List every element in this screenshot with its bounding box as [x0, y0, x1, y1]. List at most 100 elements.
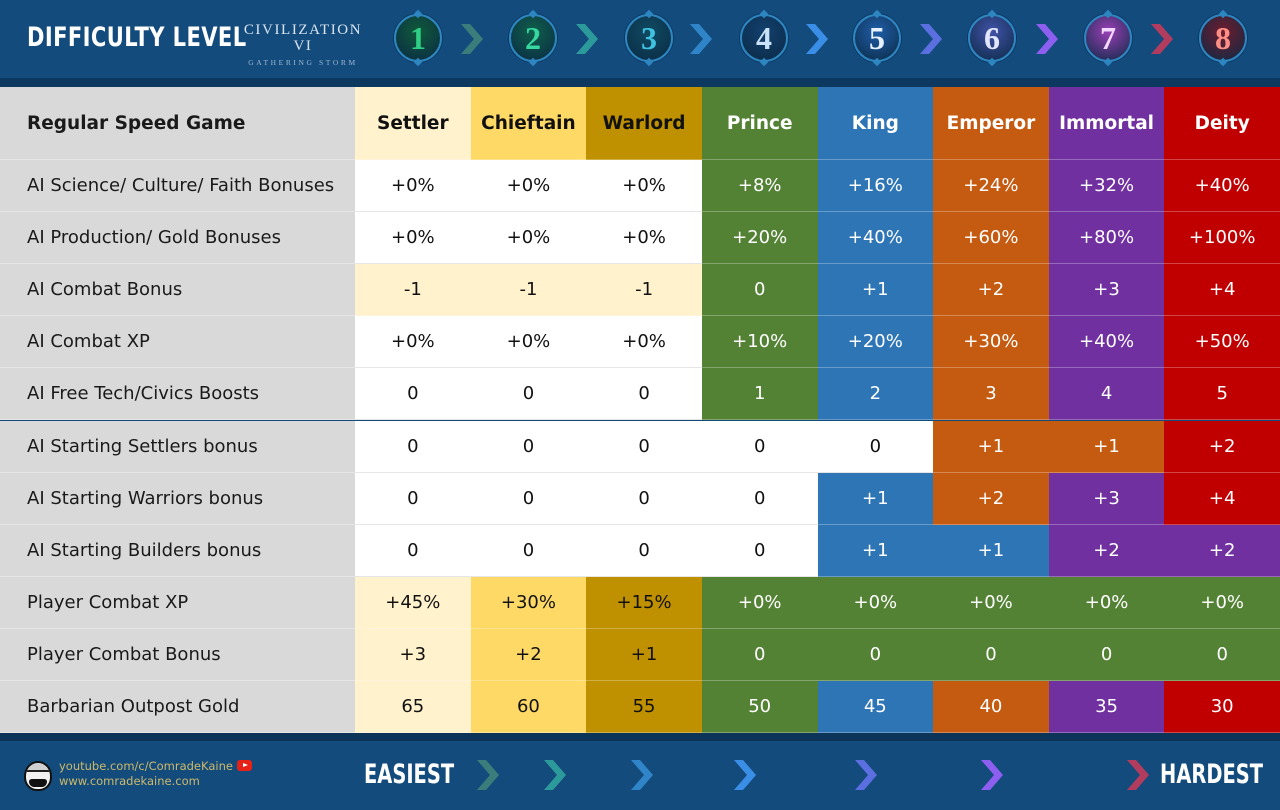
table-cell-settler: 65 — [355, 681, 471, 734]
table-cell-settler: +0% — [355, 316, 471, 369]
header-divider — [0, 78, 1280, 87]
table-cell-settler: 0 — [355, 472, 471, 525]
chevron-right-icon — [920, 24, 942, 54]
table-row: Player Combat XP +45% +30% +15% +0% +0% +0% +0%… — [0, 576, 1280, 629]
table-cell-king: 2 — [817, 368, 934, 421]
table-cell-king: +16% — [817, 160, 934, 213]
table-cell-warlord: 0 — [586, 524, 702, 577]
table-cell-settler: -1 — [355, 264, 471, 317]
table-cell-chieftain: 60 — [470, 681, 587, 734]
chevron-right-icon — [806, 24, 828, 54]
table-cell-emperor: +0% — [933, 576, 1049, 629]
table-cell-emperor: +24% — [933, 160, 1049, 213]
table-cell-chieftain: 0 — [470, 420, 587, 473]
difficulty-table: Regular Speed Game Settler Chieftain Warlo… — [0, 87, 1280, 734]
table-cell-emperor: +1 — [933, 524, 1049, 577]
row-label: AI Starting Builders bonus — [0, 524, 355, 577]
table-cell-settler: 0 — [355, 524, 471, 577]
table-cell-chieftain: -1 — [470, 264, 587, 317]
table-cell-warlord: -1 — [586, 264, 702, 317]
table-cell-king: +1 — [817, 524, 934, 577]
table-cell-prince: +0% — [701, 576, 818, 629]
table-cell-deity: 0 — [1164, 628, 1280, 681]
table-cell-warlord: +0% — [586, 316, 702, 369]
table-row: AI Free Tech/Civics Boosts 0 0 0 1 2 3 4 5 — [0, 368, 1280, 421]
table-cell-emperor: +60% — [933, 212, 1049, 265]
footer-links: youtube.com/c/ComradeKaine www.comradeka… — [59, 759, 252, 789]
table-cell-prince: 0 — [701, 420, 818, 473]
footer-divider — [0, 733, 1280, 741]
table-cell-settler: +0% — [355, 160, 471, 213]
row-label: Player Combat Bonus — [0, 628, 355, 681]
level-1-badge-icon: 1 — [394, 14, 442, 62]
table-cell-king: 0 — [817, 628, 934, 681]
column-header-settler: Settler — [355, 87, 471, 160]
table-cell-chieftain: 0 — [470, 524, 587, 577]
level-7-badge-icon: 7 — [1084, 14, 1132, 62]
table-cell-immortal: 4 — [1048, 368, 1165, 421]
table-cell-prince: +20% — [701, 212, 818, 265]
logo-main-text: CIVILIZATION VI — [243, 22, 363, 54]
column-header-chieftain: Chieftain — [470, 87, 587, 160]
logo-sub-text: GATHERING STORM — [248, 58, 358, 67]
table-cell-prince: 50 — [701, 681, 818, 734]
table-cell-deity: +50% — [1164, 316, 1280, 369]
table-cell-king: +20% — [817, 316, 934, 369]
table-cell-settler: +0% — [355, 212, 471, 265]
column-header-king: King — [817, 87, 934, 160]
table-cell-settler: 0 — [355, 368, 471, 421]
table-cell-immortal: +0% — [1048, 576, 1165, 629]
table-cell-prince: 0 — [701, 628, 818, 681]
table-header-row: Regular Speed Game Settler Chieftain Warlo… — [0, 87, 1280, 160]
table-cell-chieftain: 0 — [470, 368, 587, 421]
table-cell-deity: +100% — [1164, 212, 1280, 265]
table-cell-immortal: +1 — [1048, 420, 1165, 473]
level-3-badge-icon: 3 — [625, 14, 673, 62]
table-cell-deity: +0% — [1164, 576, 1280, 629]
table-cell-settler: +45% — [355, 576, 471, 629]
table-row: AI Production/ Gold Bonuses +0% +0% +0% +20%… — [0, 212, 1280, 265]
table-cell-prince: 0 — [701, 264, 818, 317]
table-cell-emperor: 0 — [933, 628, 1049, 681]
table-cell-settler: 0 — [355, 420, 471, 473]
table-cell-emperor: 40 — [933, 681, 1049, 734]
row-label: AI Starting Warriors bonus — [0, 472, 355, 525]
chevron-right-icon — [477, 760, 499, 790]
table-cell-prince: +8% — [701, 160, 818, 213]
table-cell-chieftain: +2 — [470, 628, 587, 681]
table-cell-deity: 30 — [1164, 681, 1280, 734]
table-row: AI Combat Bonus -1 -1 -1 0 +1 +2 +3 +4 — [0, 264, 1280, 317]
table-cell-immortal: +32% — [1048, 160, 1165, 213]
table-cell-settler: +3 — [355, 628, 471, 681]
level-2-badge-icon: 2 — [509, 14, 557, 62]
row-label: Player Combat XP — [0, 576, 355, 629]
row-label: AI Combat Bonus — [0, 264, 355, 317]
table-cell-warlord: 0 — [586, 472, 702, 525]
table-cell-prince: 0 — [701, 472, 818, 525]
hardest-label: HARDEST — [1160, 759, 1263, 790]
table-cell-prince: +10% — [701, 316, 818, 369]
table-cell-chieftain: +0% — [470, 212, 587, 265]
table-cell-deity: +2 — [1164, 524, 1280, 577]
footer-banner: youtube.com/c/ComradeKaine www.comradeka… — [0, 741, 1280, 810]
avatar-icon — [24, 761, 52, 791]
table-cell-emperor: 3 — [933, 368, 1049, 421]
table-cell-king: 45 — [817, 681, 934, 734]
table-cell-emperor: +2 — [933, 264, 1049, 317]
table-cell-warlord: +15% — [586, 576, 702, 629]
chevron-right-icon — [690, 24, 712, 54]
level-4-badge-icon: 4 — [740, 14, 788, 62]
table-cell-immortal: +3 — [1048, 264, 1165, 317]
row-label: AI Combat XP — [0, 316, 355, 369]
page-title: DIFFICULTY LEVEL — [27, 22, 247, 53]
chevron-right-icon — [1127, 760, 1149, 790]
level-8-badge-icon: 8 — [1199, 14, 1247, 62]
table-cell-king: +40% — [817, 212, 934, 265]
table-cell-king: +1 — [817, 264, 934, 317]
corner-label: Regular Speed Game — [0, 87, 355, 160]
youtube-icon — [236, 760, 252, 771]
column-header-emperor: Emperor — [933, 87, 1049, 160]
table-cell-immortal: 35 — [1048, 681, 1165, 734]
website-link[interactable]: www.comradekaine.com — [59, 774, 200, 788]
youtube-link[interactable]: youtube.com/c/ComradeKaine — [59, 759, 233, 773]
